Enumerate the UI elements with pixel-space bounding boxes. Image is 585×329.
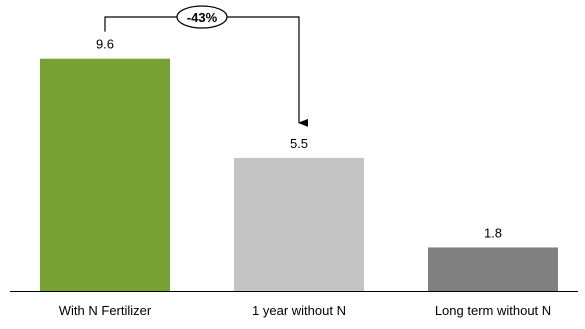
value-labels-layer: 9.6 5.5 1.8 (96, 37, 502, 241)
category-label-3: Long term without N (435, 303, 551, 318)
bar-2 (234, 157, 364, 291)
category-label-2: 1 year without N (252, 303, 346, 318)
value-label-1: 9.6 (96, 37, 114, 52)
annotation-label: -43% (187, 10, 218, 25)
bars-layer (40, 58, 558, 292)
change-annotation: -43% (104, 5, 308, 127)
value-label-2: 5.5 (290, 136, 308, 151)
bar-3 (428, 247, 558, 291)
annotation-badge (176, 5, 228, 29)
category-labels-layer: With N Fertilizer 1 year without N Long te… (59, 303, 551, 318)
bar-1 (40, 58, 170, 292)
category-label-1: With N Fertilizer (59, 303, 152, 318)
value-label-3: 1.8 (484, 225, 502, 240)
